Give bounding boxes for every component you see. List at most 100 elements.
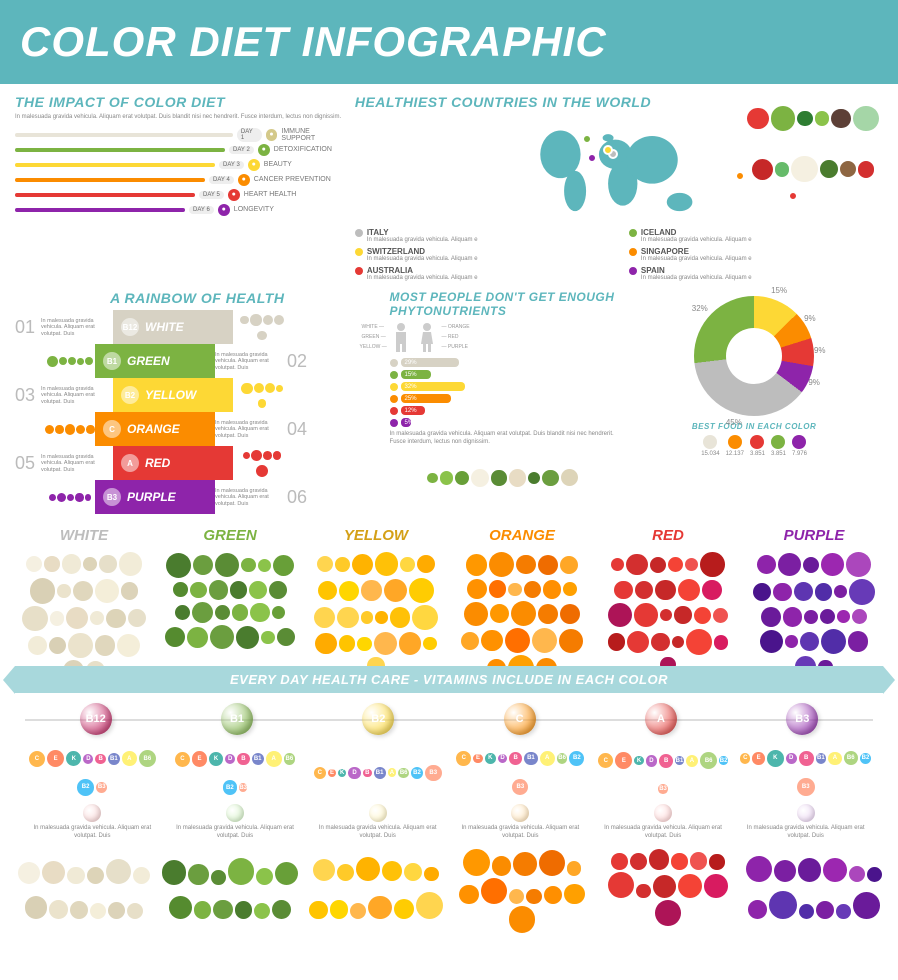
mini-vitamin-icon: D	[498, 754, 508, 764]
mini-vitamin-icon: B1	[108, 753, 120, 765]
phyto-bar: 25%	[390, 394, 616, 403]
map-dot	[603, 145, 613, 155]
vitamin-desc: In malesuada gravida vehicula. Aliquam e…	[310, 804, 445, 841]
category-foods-icon	[161, 548, 299, 653]
mini-vitamin-icon: E	[47, 750, 64, 767]
mini-vitamin-icon: D	[646, 755, 658, 767]
rainbow-bar: CORANGE	[95, 412, 215, 446]
rainbow-bar: B2YELLOW	[113, 378, 233, 412]
phyto-bar: 29%	[390, 358, 616, 367]
donut-section: 15%9%9%9%45%32% BEST FOOD IN EACH COLOR …	[625, 290, 883, 514]
color-category: GREEN	[161, 527, 299, 653]
vitamin-clouds: CEKDBB1AB6B2B3CEKDBB1AB6B2B3CEKDBB1AB6B2…	[0, 745, 898, 800]
bottom-food-group	[745, 849, 883, 919]
legend-item: ITALYIn malesuada gravida vehicula. Aliq…	[355, 228, 609, 245]
vitamin-cloud: CEKDBB1AB6B2B3	[310, 745, 445, 800]
impact-section: THE IMPACT OF COLOR DIET In malesuada gr…	[15, 94, 345, 282]
benefit-label: HEART HEALTH	[244, 191, 297, 198]
mini-vitamin-icon: B2	[77, 779, 94, 796]
mini-vitamin-icon: D	[348, 767, 361, 780]
category-foods-icon	[307, 548, 445, 653]
rainbow-title: A RAINBOW OF HEALTH	[15, 290, 380, 306]
mid-row: A RAINBOW OF HEALTH 01In malesuada gravi…	[0, 282, 898, 522]
vitamin-cloud: CEKDBB1AB6B2B3	[25, 745, 160, 800]
mini-vitamin-icon: C	[598, 753, 613, 768]
color-categories: WHITE GREEN YELLOW ORANGE RED PURPLE	[0, 522, 898, 658]
benefit-label: LONGEVITY	[234, 206, 274, 213]
vitamin-badge: B2	[121, 386, 139, 404]
vitamin-node: C	[449, 703, 590, 735]
rainbow-number: 06	[287, 487, 313, 508]
phyto-section: MOST PEOPLE DON'T GET ENOUGH PHYTONUTRIE…	[390, 290, 616, 514]
phyto-bar: 32%	[390, 382, 616, 391]
food-cluster-icon	[743, 94, 883, 194]
day-chip: DAY 1	[237, 128, 262, 142]
people-icons: WHITE — GREEN — YELLOW — — ORANGE — RED …	[390, 322, 616, 352]
bottom-food-group	[599, 849, 737, 919]
mini-vitamin-icon: A	[266, 751, 282, 767]
mini-vitamin-icon: K	[767, 750, 784, 767]
mini-vitamin-icon: C	[29, 751, 45, 767]
day-chip: DAY 2	[229, 146, 254, 154]
rainbow-number: 05	[15, 453, 41, 474]
vitamin-node: A	[590, 703, 731, 735]
rainbow-foods-icon	[45, 482, 95, 512]
vitamin-ball-icon: B12	[80, 703, 112, 735]
mini-vitamin-icon: C	[740, 753, 750, 763]
vitamin-badge: A	[121, 454, 139, 472]
mini-vitamin-icon: B6	[139, 750, 156, 767]
mini-vitamin-icon: D	[83, 754, 93, 764]
rainbow-bar: B1GREEN	[95, 344, 215, 378]
best-food-item: 7.976	[792, 435, 807, 457]
vitamin-ball-icon: B3	[786, 703, 818, 735]
benefit-label: BEAUTY	[264, 161, 292, 168]
rainbow-bar: ARED	[113, 446, 233, 480]
mini-vitamin-icon: B	[237, 753, 249, 765]
mini-vitamin-icon: D	[225, 754, 235, 764]
category-title: ORANGE	[453, 527, 591, 544]
bottom-food-group	[453, 849, 591, 919]
mini-vitamin-icon: B2	[223, 780, 237, 794]
rainbow-text: In malesuada gravida vehicula. Aliquam e…	[215, 352, 287, 372]
vitamins-ribbon: EVERY DAY HEALTH CARE - VITAMINS INCLUDE…	[15, 666, 883, 693]
mini-vitamin-icon: B1	[524, 752, 538, 766]
map-dot	[582, 134, 592, 144]
impact-title: THE IMPACT OF COLOR DIET	[15, 94, 345, 110]
vitamin-badge: B3	[103, 488, 121, 506]
mini-vitamin-icon: C	[175, 752, 190, 767]
mini-vitamin-icon: K	[209, 752, 223, 766]
category-title: YELLOW	[307, 527, 445, 544]
vitamin-desc: In malesuada gravida vehicula. Aliquam e…	[168, 804, 303, 841]
mini-vitamin-icon: B2	[411, 767, 423, 779]
top-row: THE IMPACT OF COLOR DIET In malesuada gr…	[0, 84, 898, 282]
color-category: YELLOW	[307, 527, 445, 653]
mini-vitamin-icon: E	[473, 754, 483, 764]
impact-bar: DAY 5 ● HEART HEALTH	[15, 188, 345, 202]
mini-vitamin-icon: B3	[512, 779, 528, 795]
mini-vitamin-icon: B6	[284, 753, 295, 764]
vitamin-glow-icon	[797, 804, 815, 822]
vitamin-cloud: CEKDBB1AB6B2B3	[596, 745, 731, 800]
mini-vitamin-icon: C	[314, 767, 326, 779]
legend-item: SINGAPOREIn malesuada gravida vehicula. …	[629, 247, 883, 264]
rainbow-foods-icon	[237, 380, 287, 410]
phyto-title: MOST PEOPLE DON'T GET ENOUGH PHYTONUTRIE…	[390, 290, 616, 318]
mini-vitamin-icon: B2	[569, 751, 584, 766]
mini-vitamin-icon: A	[686, 755, 698, 767]
donut-label: 15%	[771, 286, 787, 295]
mini-vitamin-icon: E	[615, 752, 632, 769]
rainbow-number: 02	[287, 351, 313, 372]
benefit-label: DETOXIFICATION	[274, 146, 332, 153]
mini-vitamin-icon: E	[752, 752, 764, 764]
mini-vitamin-icon: B3	[797, 778, 815, 796]
main-title: COLOR DIET INFOGRAPHIC	[0, 0, 898, 84]
country-legend: ITALYIn malesuada gravida vehicula. Aliq…	[355, 228, 883, 282]
benefit-icon: ●	[238, 174, 250, 186]
vitamin-badge: C	[103, 420, 121, 438]
rainbow-text: In malesuada gravida vehicula. Aliquam e…	[41, 386, 113, 406]
vitamin-node: B2	[308, 703, 449, 735]
best-food-item: 3.851	[771, 435, 786, 457]
mini-vitamin-icon: K	[66, 751, 81, 766]
mini-vitamin-icon: D	[786, 753, 797, 764]
rainbow-foods-icon	[45, 346, 95, 376]
